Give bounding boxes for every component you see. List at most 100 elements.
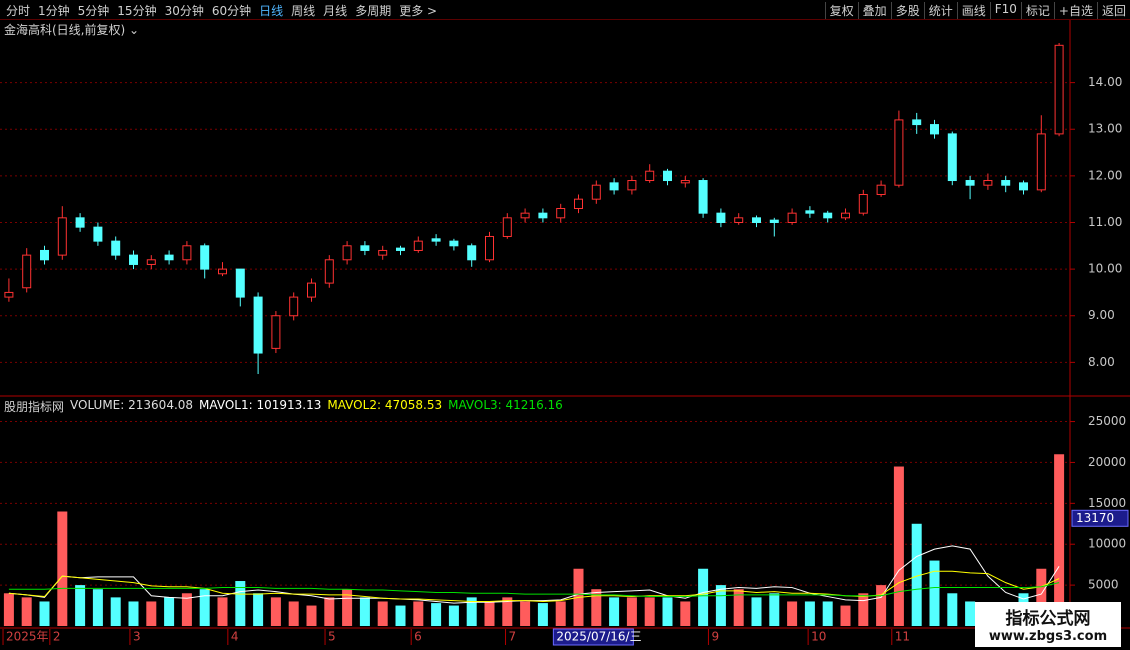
tool-button[interactable]: 多股 [890, 2, 924, 19]
y-tick-label: 14.00 [1088, 75, 1122, 89]
volume-bar [680, 601, 691, 626]
period-tab[interactable]: 周线 [291, 4, 316, 18]
candle-body [111, 240, 121, 256]
candle-body [912, 119, 922, 126]
x-tick-label: 9 [711, 630, 719, 644]
candle-body [841, 212, 850, 219]
cursor-x-box [552, 628, 634, 646]
volume-bar [1054, 454, 1065, 626]
volume-bar [92, 589, 103, 626]
candle-body [734, 217, 744, 223]
volume-bar [146, 601, 157, 626]
candle-body [930, 124, 939, 135]
x-tick-label: 6 [414, 630, 422, 644]
volume-bar [3, 593, 14, 626]
watermark-title: 指标公式网 [1005, 609, 1091, 629]
tool-button[interactable]: F10 [989, 2, 1021, 19]
volume-bar [235, 581, 246, 626]
volume-bar [217, 597, 228, 626]
tool-button[interactable]: 返回 [1096, 2, 1130, 19]
period-tab[interactable]: 月线 [323, 4, 348, 18]
candle-body [235, 268, 245, 298]
volume-bar [858, 593, 869, 626]
candle-body [289, 296, 299, 317]
volume-bar [698, 568, 709, 626]
candle-body [787, 212, 797, 223]
candle-body [164, 254, 174, 261]
y-tick-label: 20000 [1088, 455, 1126, 469]
candle-body [591, 184, 601, 200]
volume-bar [466, 597, 477, 626]
period-tab[interactable]: 日线 [259, 4, 284, 18]
candle-body [93, 226, 103, 242]
watermark: 指标公式网 www.zbgs3.com [975, 602, 1121, 647]
candle-body [1001, 180, 1011, 186]
candle-body [823, 212, 833, 219]
candle-body [129, 254, 138, 265]
tool-button[interactable]: 标记 [1020, 2, 1054, 19]
volume-bar [288, 601, 299, 626]
volume-bar [199, 589, 210, 626]
tool-buttons: 复权 叠加 多股 统计 画线 F10 标记 +自选 返回 [824, 2, 1130, 19]
candle-body [200, 245, 210, 270]
period-tab[interactable]: 30分钟 [164, 4, 204, 18]
volume-bar [662, 597, 673, 626]
candle-body [253, 296, 263, 354]
volume-bar [164, 597, 175, 626]
y-tick-label: 13.00 [1088, 122, 1122, 136]
candle-body [413, 240, 423, 251]
volume-bar [591, 589, 602, 626]
volume-bar [733, 589, 744, 626]
y-tick-label: 10000 [1088, 537, 1126, 551]
volume-bar [929, 560, 940, 626]
volume-bar [947, 593, 958, 626]
candle-body [1036, 133, 1046, 191]
candle-body [22, 254, 32, 289]
period-tab[interactable]: 1分钟 [38, 4, 70, 18]
period-tab[interactable]: 15分钟 [117, 4, 157, 18]
volume-bar [822, 601, 833, 626]
volume-bar [253, 593, 264, 626]
candle-body [146, 259, 156, 265]
period-tab[interactable]: 60分钟 [211, 4, 252, 18]
period-tab[interactable]: 5分钟 [77, 4, 110, 18]
volume-bar [804, 601, 815, 626]
tool-button[interactable]: 复权 [824, 2, 858, 19]
period-tab[interactable]: 分时 [6, 4, 31, 18]
candle-body [4, 291, 14, 298]
candle-body [182, 245, 192, 261]
ma-readout: MAVOL3: 41216.16 [448, 398, 563, 415]
candle-body [218, 268, 227, 275]
tool-button[interactable]: 叠加 [857, 2, 891, 19]
period-tab[interactable]: 更多 > [399, 4, 438, 18]
tool-button[interactable]: +自选 [1053, 2, 1097, 19]
period-tabs: 分时 1分钟 5分钟 15分钟 30分钟 60分钟 日线 周线 月线 多周期 更多 > [2, 2, 441, 19]
candle-body [680, 180, 690, 184]
tool-button[interactable]: 画线 [956, 2, 990, 19]
volume-bar [609, 597, 620, 626]
candle-body [360, 245, 370, 251]
cursor-y-label: 13170 [1076, 511, 1114, 525]
volume-bar [324, 597, 335, 626]
ma-readout: MAVOL1: 101913.13 [199, 398, 321, 415]
volume-bar [39, 601, 50, 626]
y-tick-label: 8.00 [1088, 355, 1115, 369]
tool-button[interactable]: 统计 [923, 2, 957, 19]
volume-bar [431, 603, 442, 626]
volume-readout: VOLUME: 213604.08 [70, 398, 193, 415]
y-tick-label: 15000 [1088, 496, 1126, 510]
x-tick-label: 10 [811, 630, 826, 644]
period-tab[interactable]: 多周期 [355, 4, 392, 18]
candle-body [40, 249, 49, 261]
volume-bar [484, 601, 495, 626]
ma-name: MAVOL3: [448, 398, 502, 412]
volume-bar [876, 585, 887, 626]
y-tick-label: 12.00 [1088, 168, 1122, 182]
candle-body [467, 245, 477, 261]
volume-bar [893, 466, 904, 626]
candle-body [663, 170, 672, 182]
candle-body [769, 219, 779, 223]
x-tick-label: 2 [53, 630, 61, 644]
